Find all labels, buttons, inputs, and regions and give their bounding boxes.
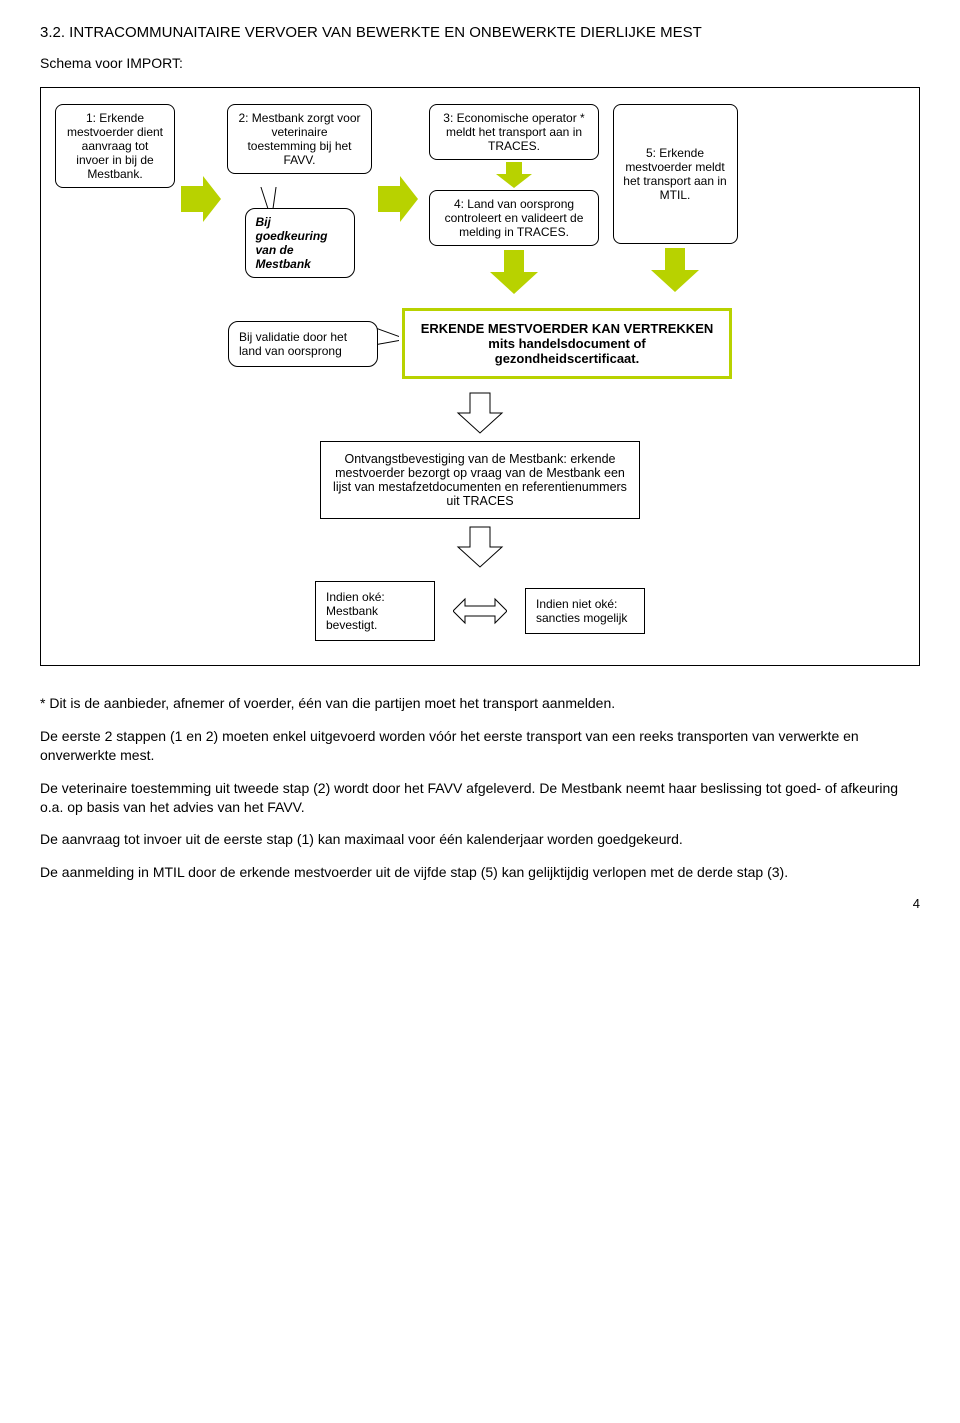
page-number: 4: [40, 896, 920, 911]
paragraph: De eerste 2 stappen (1 en 2) moeten enke…: [40, 727, 920, 765]
diagram-row-1: 1: Erkende mestvoerder dient aanvraag to…: [55, 104, 905, 294]
arrow-down-icon: [496, 162, 532, 188]
diagram-row-last: Indien oké: Mestbank bevestigt. Indien n…: [55, 581, 905, 641]
step-5-column: 5: Erkende mestvoerder meldt het transpo…: [610, 104, 740, 292]
arrow-down-icon: [490, 250, 538, 294]
arrow-down-icon: [651, 248, 699, 292]
schema-frame: 1: Erkende mestvoerder dient aanvraag to…: [40, 87, 920, 666]
section-heading: 3.2. INTRACOMMUNAITAIRE VERVOER VAN BEWE…: [40, 24, 920, 41]
paragraph: De aanvraag tot invoer uit de eerste sta…: [40, 830, 920, 849]
callout-approval: Bij goedkeuring van de Mestbank: [245, 208, 355, 278]
step-2-box: 2: Mestbank zorgt voor veterinaire toest…: [227, 104, 372, 174]
subheading: Schema voor IMPORT:: [40, 55, 920, 71]
arrow-down-outline-icon: [456, 525, 504, 569]
diagram-center-column: Ontvangstbevestiging van de Mestbank: er…: [55, 385, 905, 575]
diagram-row-2: Bij validatie door het land van oorspron…: [55, 308, 905, 379]
step-3-box: 3: Economische operator * meldt het tran…: [429, 104, 599, 160]
paragraph: De veterinaire toestemming uit tweede st…: [40, 779, 920, 817]
steps-3-4-column: 3: Economische operator * meldt het tran…: [424, 104, 604, 294]
paragraph: * Dit is de aanbieder, afnemer of voerde…: [40, 694, 920, 713]
arrow-right-icon: [181, 164, 221, 234]
paragraph: De aanmelding in MTIL door de erkende me…: [40, 863, 920, 882]
step-4-box: 4: Land van oorsprong controleert en val…: [429, 190, 599, 246]
not-ok-box: Indien niet oké: sancties mogelijk: [525, 588, 645, 634]
step-2-column: 2: Mestbank zorgt voor veterinaire toest…: [227, 104, 372, 278]
step-5-box: 5: Erkende mestvoerder meldt het transpo…: [613, 104, 738, 244]
step-5-label: 5: Erkende mestvoerder meldt het transpo…: [622, 146, 729, 202]
double-arrow-icon: [453, 597, 507, 625]
arrow-down-outline-icon: [456, 391, 504, 435]
result-box: ERKENDE MESTVOERDER KAN VERTREKKEN mits …: [402, 308, 732, 379]
callout-validate: Bij validatie door het land van oorspron…: [228, 321, 378, 367]
body-text: * Dit is de aanbieder, afnemer of voerde…: [40, 694, 920, 882]
ok-box: Indien oké: Mestbank bevestigt.: [315, 581, 435, 641]
step-1-box: 1: Erkende mestvoerder dient aanvraag to…: [55, 104, 175, 188]
receipt-box: Ontvangstbevestiging van de Mestbank: er…: [320, 441, 640, 519]
arrow-right-icon: [378, 164, 418, 234]
